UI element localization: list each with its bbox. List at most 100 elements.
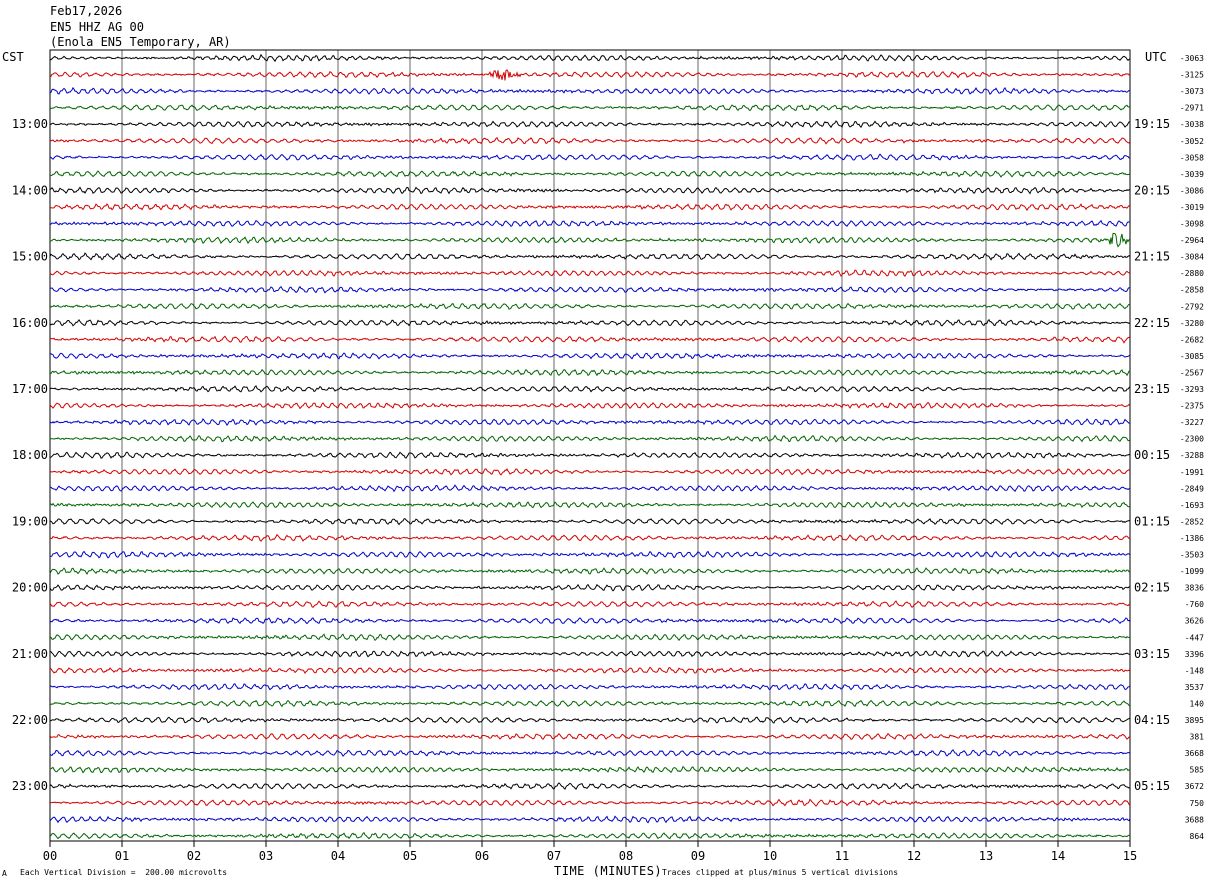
- trace-offset-label: -3085: [1180, 352, 1204, 361]
- trace-offset-label: -760: [1185, 600, 1204, 609]
- trace-offset-label: -1693: [1180, 501, 1204, 510]
- trace-line: [49, 417, 1131, 426]
- x-tick-label: 15: [1123, 849, 1137, 863]
- left-hour-label: 22:00: [12, 713, 48, 727]
- left-hour-label: 14:00: [12, 183, 48, 197]
- x-tick-label: 06: [475, 849, 489, 863]
- trace-offset-label: 750: [1190, 799, 1205, 808]
- trace-line: [49, 501, 1131, 509]
- trace-offset-label: -3098: [1180, 220, 1204, 229]
- trace-line: [49, 120, 1131, 129]
- right-hour-label: 03:15: [1134, 647, 1170, 661]
- trace-line: [49, 252, 1131, 261]
- trace-offset-label: -1099: [1180, 567, 1204, 576]
- left-hour-label: 23:00: [12, 779, 48, 793]
- x-tick-label: 14: [1051, 849, 1065, 863]
- left-hour-label: 17:00: [12, 382, 48, 396]
- left-timezone-label: CST: [2, 50, 24, 64]
- trace-line: [49, 716, 1131, 724]
- trace-offset-label: -3063: [1180, 54, 1204, 63]
- trace-offset-label: 3688: [1185, 815, 1204, 824]
- trace-line: [49, 219, 1131, 227]
- right-hour-label: 04:15: [1134, 713, 1170, 727]
- trace-line: [49, 232, 1131, 248]
- trace-line: [49, 352, 1131, 360]
- trace-line: [49, 69, 1131, 81]
- trace-offset-label: 585: [1190, 766, 1205, 775]
- x-axis-title: TIME (MINUTES): [554, 864, 663, 878]
- trace-line: [49, 53, 1131, 63]
- trace-line: [49, 170, 1131, 178]
- trace-offset-label: -3227: [1180, 418, 1204, 427]
- trace-line: [49, 203, 1131, 212]
- trace-offset-label: -1386: [1180, 534, 1204, 543]
- trace-offset-label: -3038: [1180, 120, 1204, 129]
- trace-line: [49, 683, 1131, 691]
- trace-offset-label: -3503: [1180, 551, 1204, 560]
- trace-line: [49, 732, 1131, 741]
- trace-offset-label: -3039: [1180, 170, 1204, 179]
- x-tick-label: 08: [619, 849, 633, 863]
- trace-offset-label: 3668: [1185, 749, 1204, 758]
- x-tick-label: 07: [547, 849, 561, 863]
- trace-offset-label: -148: [1185, 666, 1204, 675]
- trace-line: [49, 368, 1131, 377]
- trace-offset-label: -3125: [1180, 71, 1204, 80]
- trace-line: [49, 434, 1131, 443]
- right-timezone-label: UTC: [1145, 50, 1167, 64]
- trace-line: [49, 600, 1131, 608]
- trace-line: [49, 666, 1131, 675]
- location-label: (Enola EN5 Temporary, AR): [50, 35, 231, 49]
- trace-line: [49, 533, 1131, 542]
- right-hour-label: 05:15: [1134, 779, 1170, 793]
- trace-line: [49, 699, 1131, 708]
- left-hour-label: 20:00: [12, 581, 48, 595]
- trace-line: [49, 567, 1131, 575]
- trace-offset-label: -2849: [1180, 484, 1204, 493]
- left-hour-label: 16:00: [12, 316, 48, 330]
- trace-offset-label: 3626: [1185, 617, 1204, 626]
- trace-offset-label: -3052: [1180, 137, 1204, 146]
- x-tick-label: 02: [187, 849, 201, 863]
- trace-offset-label: 3836: [1185, 584, 1204, 593]
- x-tick-label: 01: [115, 849, 129, 863]
- trace-offset-label: -3293: [1180, 385, 1204, 394]
- trace-line: [49, 385, 1131, 393]
- trace-offset-label: 381: [1190, 733, 1205, 742]
- trace-offset-label: -2567: [1180, 368, 1204, 377]
- x-tick-label: 12: [907, 849, 921, 863]
- trace-line: [49, 650, 1131, 658]
- trace-line: [49, 186, 1131, 195]
- trace-line: [49, 517, 1131, 526]
- trace-line: [49, 815, 1131, 824]
- trace-line: [49, 302, 1131, 310]
- trace-line: [49, 798, 1131, 807]
- trace-line: [49, 765, 1131, 774]
- trace-line: [49, 86, 1131, 95]
- trace-line: [49, 468, 1131, 476]
- plot-frame: [49, 49, 1131, 842]
- trace-line: [49, 269, 1131, 277]
- trace-offset-label: -3288: [1180, 451, 1204, 460]
- trace-offset-label: 3396: [1185, 650, 1204, 659]
- trace-line: [49, 633, 1131, 642]
- left-hour-label: 13:00: [12, 117, 48, 131]
- trace-line: [49, 136, 1131, 145]
- trace-offset-label: -3058: [1180, 153, 1204, 162]
- trace-offset-label: -2964: [1180, 236, 1204, 245]
- trace-offset-label: -2300: [1180, 435, 1204, 444]
- footer-mark: A: [2, 869, 7, 878]
- left-hour-label: 21:00: [12, 647, 48, 661]
- left-hour-label: 18:00: [12, 448, 48, 462]
- x-tick-label: 09: [691, 849, 705, 863]
- trace-offset-label: -2375: [1180, 402, 1204, 411]
- right-hour-label: 20:15: [1134, 183, 1170, 197]
- trace-offset-label: -2852: [1180, 517, 1204, 526]
- left-hour-label: 15:00: [12, 250, 48, 264]
- trace-offset-label: 3672: [1185, 782, 1204, 791]
- right-hour-label: 21:15: [1134, 250, 1170, 264]
- trace-offset-label: 864: [1190, 832, 1205, 841]
- trace-offset-label: 3537: [1185, 683, 1204, 692]
- scale-note: Each Vertical Division = 200.00 microvol…: [20, 868, 228, 877]
